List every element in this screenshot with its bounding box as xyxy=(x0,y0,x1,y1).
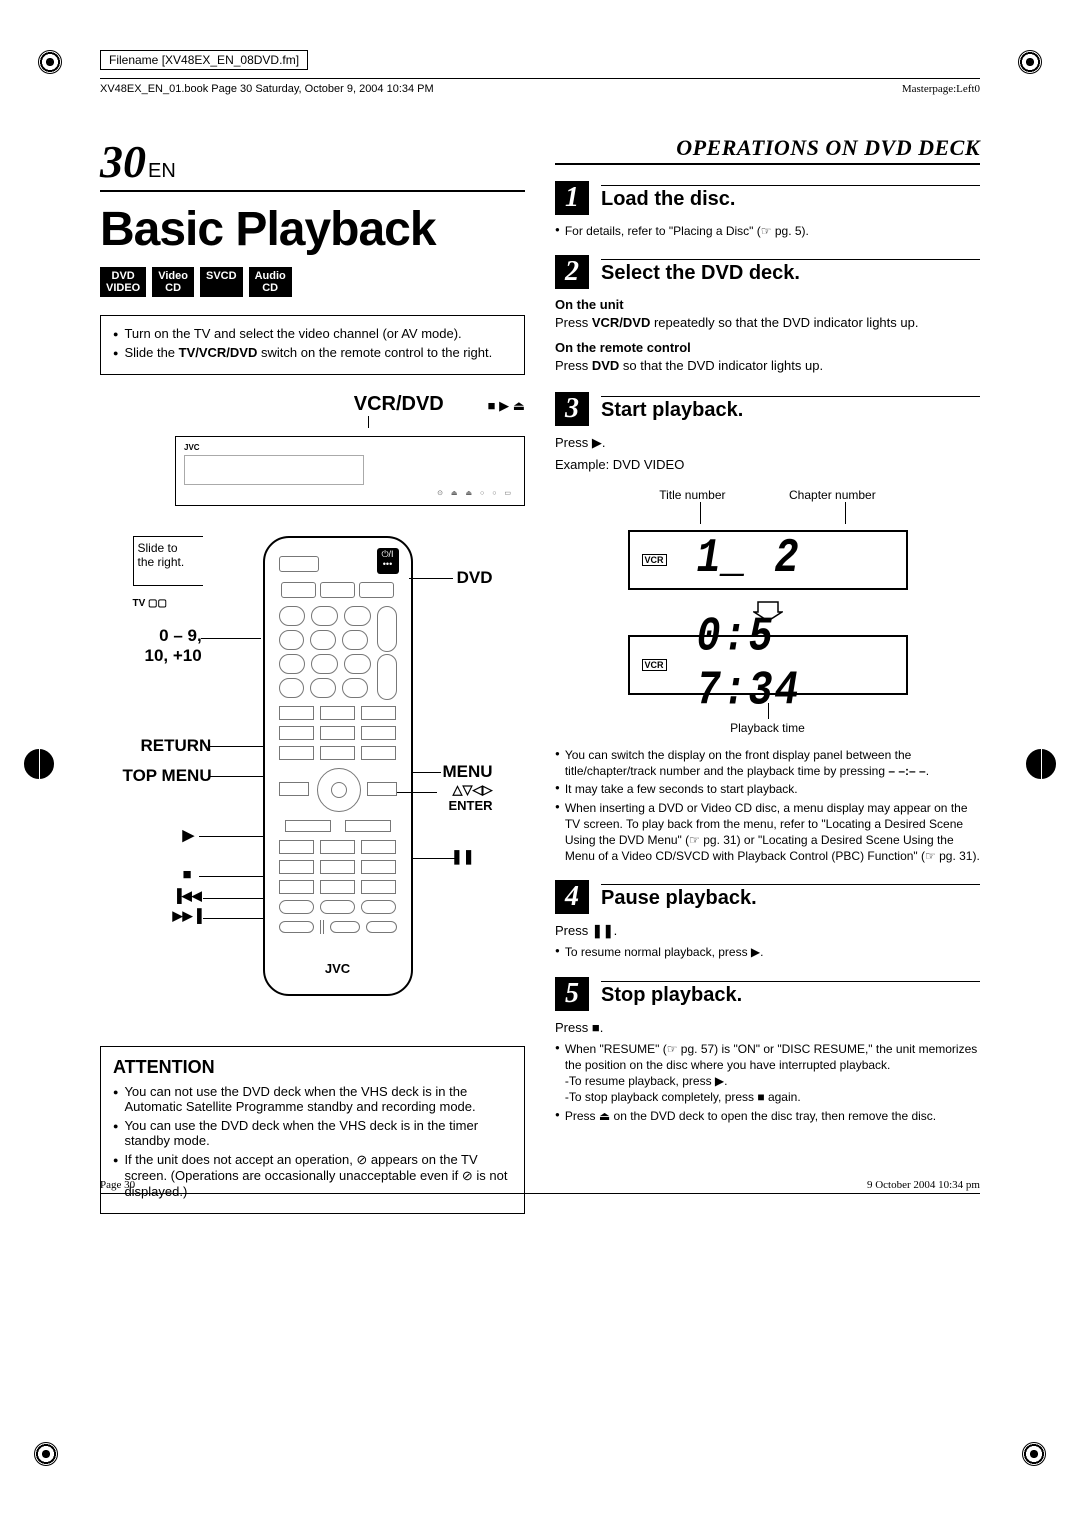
remote-return: RETURN xyxy=(141,736,212,756)
remote-stop-icon: ■ xyxy=(183,866,192,883)
remote-prev-icon: ▐◀◀ xyxy=(173,888,202,904)
remote-next-icon: ▶▶▐ xyxy=(173,908,202,924)
remote-menu: MENU xyxy=(442,762,492,782)
step-note: You can switch the display on the front … xyxy=(555,747,980,779)
badges: DVDVIDEO VideoCD SVCD AudioCD xyxy=(100,267,525,297)
step-bullet: To resume normal playback, press ▶. xyxy=(555,944,980,960)
step-number: 2 xyxy=(555,255,589,289)
page-suffix: EN xyxy=(148,160,176,182)
prereq-box: Turn on the TV and select the video chan… xyxy=(100,315,525,375)
badge-dvd: DVDVIDEO xyxy=(100,267,146,297)
step-number: 4 xyxy=(555,880,589,914)
step-text: Press DVD so that the DVD indicator ligh… xyxy=(555,357,980,375)
section-header-row: OPERATIONS ON DVD DECK xyxy=(555,135,980,165)
header-line: XV48EX_EN_01.book Page 30 Saturday, Octo… xyxy=(100,78,980,95)
step-number: 3 xyxy=(555,392,589,426)
vcr-diagram: VCR/DVD ■ ▶ ⏏ JVC ⊙ ⏏ ⏏ ○ ○ ▭ xyxy=(100,393,525,506)
step-bullet: When "RESUME" (☞ pg. 57) is "ON" or "DIS… xyxy=(555,1041,980,1106)
remote-pause-icon: ❚❚ xyxy=(451,848,474,865)
section-title: OPERATIONS ON DVD DECK xyxy=(676,135,980,161)
remote-nums: 0 – 9,10, +10 xyxy=(145,626,202,666)
prereq-item: Slide the TV/VCR/DVD switch on the remot… xyxy=(113,345,512,360)
attention-item: You can not use the DVD deck when the VH… xyxy=(113,1084,512,1114)
footer: Page 30 9 October 2004 10:34 pm xyxy=(100,1179,980,1194)
step-number: 1 xyxy=(555,181,589,215)
step-header: 3 Start playback. xyxy=(555,392,980,426)
badge-vcd: VideoCD xyxy=(152,267,194,297)
display-panel-2: VCR0:5 7:34 xyxy=(628,635,908,695)
display-panel-1: VCR1_ 2 xyxy=(628,530,908,590)
remote-body: ⏻/I••• xyxy=(263,536,413,996)
step-title: Load the disc. xyxy=(601,185,980,211)
step-title: Pause playback. xyxy=(601,884,980,910)
crop-mid xyxy=(24,749,54,779)
crop-mid xyxy=(1026,749,1056,779)
badge-acd: AudioCD xyxy=(249,267,292,297)
page-number: 30 xyxy=(100,136,146,187)
step-title: Select the DVD deck. xyxy=(601,259,980,285)
step-bullet: For details, refer to "Placing a Disc" (… xyxy=(555,223,980,239)
crop-bullseye xyxy=(1022,1442,1046,1466)
vcr-label: VCR/DVD xyxy=(354,393,444,416)
remote-enter: △▽◁▷ENTER xyxy=(448,782,492,813)
step-text: Press ❚❚. xyxy=(555,922,980,940)
step-subheading: On the unit xyxy=(555,297,980,312)
step-title: Stop playback. xyxy=(601,981,980,1007)
crop-bullseye xyxy=(1018,50,1042,74)
tv-label: TV ▢▢ xyxy=(133,598,167,609)
step-header: 2 Select the DVD deck. xyxy=(555,255,980,289)
remote-diagram: Slide to the right. TV ▢▢ ⏻/I••• xyxy=(123,526,503,1026)
footer-left: Page 30 xyxy=(100,1179,135,1191)
attention-item: You can use the DVD deck when the VHS de… xyxy=(113,1118,512,1148)
step-title: Start playback. xyxy=(601,396,980,422)
step-text: Press ▶. xyxy=(555,434,980,452)
display-labels: Title numberChapter number xyxy=(628,488,908,502)
main-title: Basic Playback xyxy=(100,202,525,257)
remote-topmenu: TOP MENU xyxy=(123,766,212,786)
bookline: XV48EX_EN_01.book Page 30 Saturday, Octo… xyxy=(100,83,434,95)
page-num-row: 30EN xyxy=(100,135,525,192)
playback-time-label: Playback time xyxy=(555,721,980,735)
footer-right: 9 October 2004 10:34 pm xyxy=(867,1179,980,1191)
step-note: It may take a few seconds to start playb… xyxy=(555,781,980,797)
crop-bullseye xyxy=(38,50,62,74)
badge-svcd: SVCD xyxy=(200,267,243,297)
step-header: 4 Pause playback. xyxy=(555,880,980,914)
step-header: 1 Load the disc. xyxy=(555,181,980,215)
attention-title: ATTENTION xyxy=(113,1057,512,1078)
remote-dvd-label: DVD xyxy=(457,568,493,588)
step-number: 5 xyxy=(555,977,589,1011)
step-note: When inserting a DVD or Video CD disc, a… xyxy=(555,800,980,865)
filename-box: Filename [XV48EX_EN_08DVD.fm] xyxy=(100,50,308,70)
masterpage: Masterpage:Left0 xyxy=(902,83,980,95)
remote-play-icon: ▶ xyxy=(183,826,195,844)
prereq-item: Turn on the TV and select the video chan… xyxy=(113,326,512,341)
step-subheading: On the remote control xyxy=(555,340,980,355)
step-header: 5 Stop playback. xyxy=(555,977,980,1011)
step-text: Example: DVD VIDEO xyxy=(555,456,980,474)
step-text: Press VCR/DVD repeatedly so that the DVD… xyxy=(555,314,980,332)
remote-brand: JVC xyxy=(265,961,411,976)
step-text: Press ■. xyxy=(555,1019,980,1037)
step-bullet: Press ⏏ on the DVD deck to open the disc… xyxy=(555,1108,980,1124)
crop-bullseye xyxy=(34,1442,58,1466)
